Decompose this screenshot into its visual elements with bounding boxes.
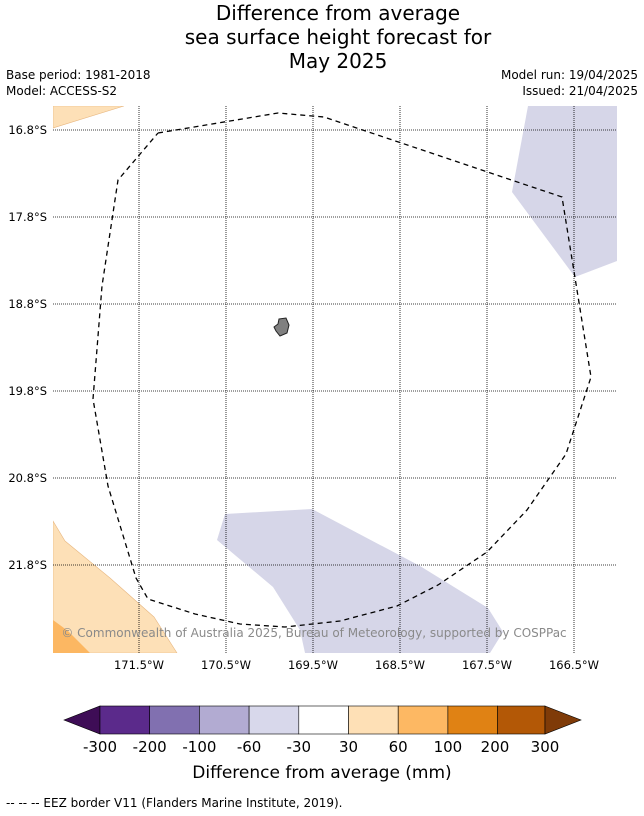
lat-label: 16.8°S (8, 123, 47, 137)
model-name: Model: ACCESS-S2 (6, 84, 118, 98)
lat-label: 17.8°S (8, 210, 47, 224)
lat-label: 18.8°S (8, 297, 47, 311)
title-line-3: May 2025 (288, 49, 388, 73)
lon-label: 167.5°W (462, 658, 512, 672)
colorbar-tick: 30 (339, 738, 358, 756)
island-land (273, 317, 290, 337)
colorbar-swatch (149, 705, 200, 735)
base-period: Base period: 1981-2018 (6, 68, 151, 82)
colorbar-swatch-max-extend (544, 705, 582, 735)
issued-date: Issued: 21/04/2025 (522, 84, 638, 98)
eez-legend-note: -- -- -- EEZ border V11 (Flanders Marine… (6, 796, 343, 810)
colorbar-tick: 200 (481, 738, 510, 756)
colorbar-tick: 100 (434, 738, 463, 756)
lat-label: 20.8°S (8, 471, 47, 485)
colorbar-swatch-min-extend (63, 705, 101, 735)
map-area (53, 106, 617, 653)
eez-border (92, 112, 592, 628)
colorbar-tick: -100 (182, 738, 216, 756)
anomaly-light-purple-east (512, 106, 617, 277)
colorbar-swatch (99, 705, 151, 735)
anomaly-light-purple-south (217, 509, 503, 653)
colorbar-swatch (248, 705, 300, 735)
colorbar-swatch (397, 705, 449, 735)
lon-label: 169.5°W (288, 658, 338, 672)
title-line-2: sea surface height forecast for (184, 25, 492, 49)
anomaly-light-orange-sw (53, 520, 178, 653)
graticule (53, 106, 617, 653)
colorbar-tick: -300 (83, 738, 117, 756)
colorbar-tick: -30 (287, 738, 312, 756)
colorbar-swatch (348, 705, 399, 735)
latitude-labels: 16.8°S 17.8°S 18.8°S 19.8°S 20.8°S 21.8°… (8, 123, 47, 572)
longitude-labels: 171.5°W 170.5°W 169.5°W 168.5°W 167.5°W … (114, 658, 599, 672)
colorbar-swatch (497, 705, 546, 735)
lat-label: 19.8°S (8, 384, 47, 398)
copyright-text: © Commonwealth of Australia 2025, Bureau… (61, 626, 566, 640)
anomaly-orange-sw (53, 620, 90, 653)
map-title: Difference from average sea surface heig… (0, 1, 644, 73)
lon-label: 166.5°W (549, 658, 599, 672)
colorbar-tick: -60 (237, 738, 262, 756)
colorbar-title: Difference from average (mm) (192, 763, 451, 783)
lon-label: 170.5°W (201, 658, 251, 672)
anomaly-light-orange-nw (53, 106, 125, 129)
colorbar (63, 705, 582, 735)
model-run: Model run: 19/04/2025 (500, 68, 638, 82)
meta-left: Base period: 1981-2018 Model: ACCESS-S2 (6, 67, 151, 99)
lon-label: 168.5°W (375, 658, 425, 672)
colorbar-swatch (298, 705, 349, 735)
colorbar-tick: 300 (531, 738, 560, 756)
colorbar-swatch (447, 705, 498, 735)
lat-label: 21.8°S (8, 558, 47, 572)
title-line-1: Difference from average (215, 1, 461, 25)
lon-label: 171.5°W (114, 658, 164, 672)
colorbar-tick-labels: -300 -200 -100 -60 -30 30 60 100 200 300 (83, 738, 559, 756)
meta-right: Model run: 19/04/2025 Issued: 21/04/2025 (501, 67, 638, 99)
colorbar-tick: -200 (133, 738, 167, 756)
colorbar-tick: 60 (389, 738, 408, 756)
colorbar-swatch (199, 705, 250, 735)
